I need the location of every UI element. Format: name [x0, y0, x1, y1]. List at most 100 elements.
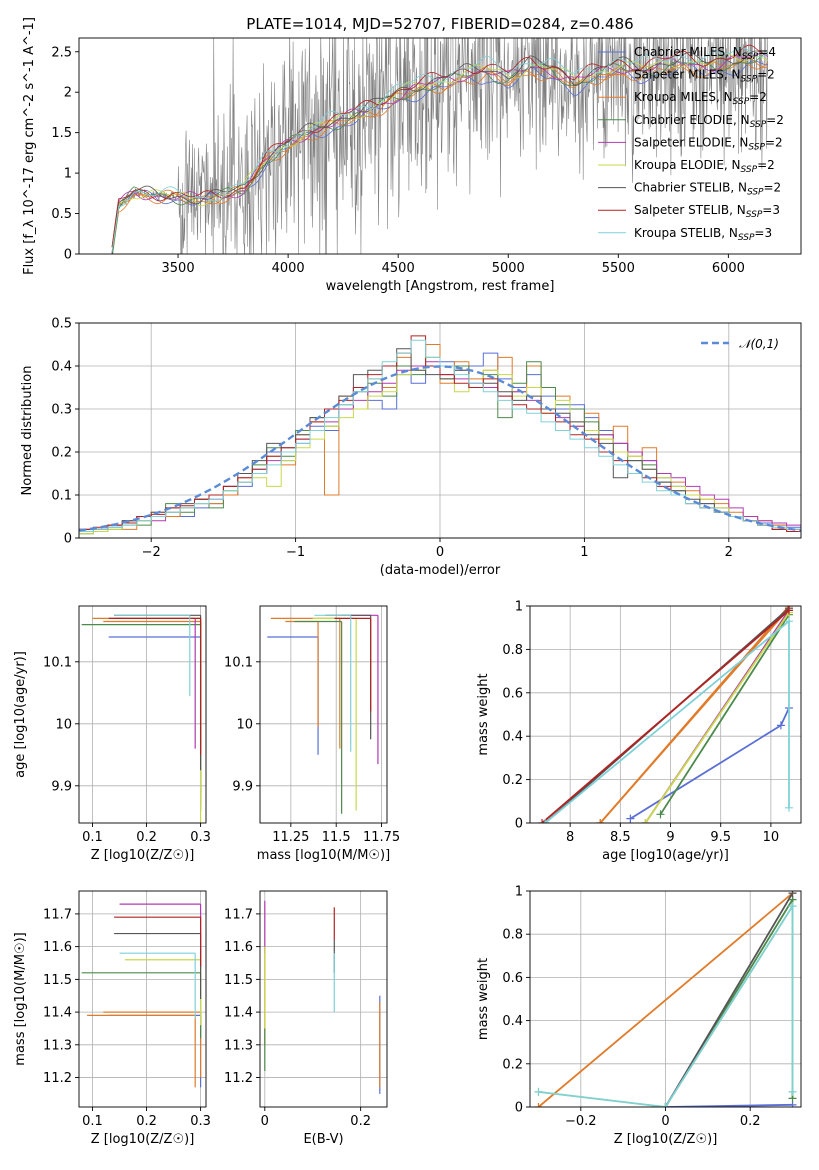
y-tick-label: 11.4: [224, 1006, 253, 1021]
x-tick-label: 11.5: [322, 830, 351, 845]
x-tick-label: 5000: [492, 261, 525, 276]
axes-frame: [259, 605, 388, 824]
y-tick-label: 10.1: [224, 655, 253, 670]
legend-entry: Kroupa STELIB, NSSP=3: [634, 226, 772, 243]
normal-curve: [79, 365, 801, 532]
model-line: [111, 61, 769, 254]
y-tick-label: 11.7: [224, 907, 253, 922]
panel-weight_vs_Z: −0.2 0 0.2 0 0.2 0.4 0.6 0.8 1 Z [log10(Z/Z☉)] mas…: [476, 885, 802, 1147]
legend-subscript: SSP: [746, 210, 763, 220]
axes: −0.2 0 0.2 0 0.2 0.4 0.6 0.8 1 Z [log10(Z/Z☉)] mas…: [476, 885, 802, 1147]
x-tick-label: 9: [666, 830, 674, 845]
weight-marker: [788, 902, 797, 911]
y-tick-label: 1: [64, 167, 72, 182]
x-tick-label: 10: [763, 830, 780, 845]
x-tick-label: −0.2: [565, 1114, 597, 1129]
model-line: [111, 57, 769, 247]
y-tick-label: 11.6: [224, 940, 253, 955]
y-tick-label: 11.7: [43, 907, 72, 922]
model-line: [111, 53, 769, 254]
y-tick-label: 0.2: [51, 446, 72, 461]
y-axis-label: mass weight: [476, 673, 491, 755]
axes: 0 0.2 11.2 11.3 11.4 11.5 11.6 11.7 E(B-V): [224, 890, 388, 1147]
weight-line: [659, 614, 790, 815]
plot-area: [81, 614, 202, 823]
x-axis-label: E(B-V): [303, 1132, 343, 1147]
plot-area: [534, 891, 797, 1107]
x-tick-label: 8: [566, 830, 574, 845]
y-tick-label: 0: [64, 248, 72, 263]
y-tick-label: 10.1: [43, 655, 72, 670]
y-tick-label: 0.1: [51, 489, 72, 504]
y-tick-label: 0: [64, 532, 72, 547]
weight-marker: [784, 617, 793, 626]
legend-entry: 𝒩(0,1): [739, 337, 779, 351]
weight-line: [541, 609, 790, 823]
axes-frame: [259, 890, 388, 1108]
y-tick-label: 11.2: [43, 1071, 72, 1086]
x-tick-label: −2: [142, 545, 161, 560]
panel-mass_vs_Z: 0.1 0.2 0.3 11.2 11.3 11.4 11.5 11.6 11.7 Z [log1…: [13, 890, 211, 1147]
legend-count: =2: [757, 68, 775, 82]
y-tick-label: 0.2: [502, 1057, 523, 1072]
plot-area: [111, 38, 769, 254]
weight-marker: [784, 606, 793, 615]
legend-count: =2: [749, 90, 767, 104]
legend-subscript: SSP: [750, 120, 767, 130]
legend-entry: Chabrier ELODIE, NSSP=2: [634, 113, 784, 130]
x-axis-label: Z [log10(Z/Z☉)]: [91, 848, 195, 863]
panel-age_vs_Z: 0.1 0.2 0.3 9.9 10 10.1 Z [log10(Z/Z☉)] age [lo…: [13, 605, 211, 863]
y-tick-label: 11.4: [43, 1006, 72, 1021]
x-tick-label: 0.3: [190, 1114, 211, 1129]
legend-entry: Chabrier MILES, NSSP=4: [634, 45, 776, 62]
axes: −2 −1 0 1 2 0 0.1 0.2 0.3 0.4 0.5 (data-model)/erro…: [20, 317, 802, 578]
axes: 11.25 11.5 11.75 9.9 10 10.1 mass [log10(M/M☉)…: [224, 605, 400, 863]
weight-line: [629, 707, 790, 820]
y-tick-label: 11.3: [224, 1038, 253, 1053]
axes-frame: [78, 605, 207, 824]
legend-entry: Salpeter ELODIE, NSSP=2: [634, 135, 783, 152]
legend-entry: Salpeter MILES, NSSP=2: [634, 68, 775, 85]
panel-spectrum: 3500 4000 4500 5000 5500 6000 0 0.5 1 1.5 2 2.5 wave…: [22, 17, 802, 294]
weight-marker: [788, 891, 797, 898]
x-tick-label: 4000: [272, 261, 305, 276]
x-tick-label: 0: [436, 545, 444, 560]
y-tick-label: 0.4: [502, 1014, 523, 1029]
legend-entry: Salpeter STELIB, NSSP=3: [634, 203, 780, 220]
x-tick-label: 0: [661, 1114, 669, 1129]
weight-marker: [661, 1103, 670, 1107]
legend-count: =2: [757, 158, 775, 172]
plot-area: [81, 903, 202, 1088]
y-tick-label: 0.6: [502, 971, 523, 986]
weight-marker: [788, 1087, 797, 1096]
y-tick-label: 0: [515, 1101, 523, 1116]
x-tick-label: −1: [286, 545, 305, 560]
axes-frame: [78, 890, 207, 1108]
y-tick-label: 2: [64, 86, 72, 101]
weight-marker: [656, 810, 665, 819]
legend-count: =4: [758, 45, 776, 59]
x-axis-label: wavelength [Angstrom, rest frame]: [326, 279, 555, 294]
x-tick-label: 9.5: [710, 830, 731, 845]
x-axis-label: Z [log10(Z/Z☉)]: [91, 1132, 195, 1147]
plot-area: [79, 335, 801, 538]
weight-line: [538, 902, 794, 1107]
axes: 8 8.5 9 9.5 10 0 0.2 0.4 0.6 0.8 1 age [log10(age/y…: [476, 600, 802, 863]
legend-entry: Chabrier STELIB, NSSP=2: [634, 181, 781, 198]
y-tick-label: 2.5: [51, 45, 72, 60]
legend-subscript: SSP: [748, 142, 765, 152]
x-axis-label: (data-model)/error: [380, 563, 501, 578]
y-axis-label: age [log10(age/yr)]: [13, 651, 28, 778]
y-tick-label: 1.5: [51, 126, 72, 141]
axes: 0.1 0.2 0.3 11.2 11.3 11.4 11.5 11.6 11.7 Z [log1…: [13, 890, 211, 1147]
legend-entry: Kroupa ELODIE, NSSP=2: [634, 158, 775, 175]
y-tick-label: 1: [515, 600, 523, 615]
x-tick-label: 2: [725, 545, 733, 560]
y-tick-label: 11.5: [43, 973, 72, 988]
y-tick-label: 11.6: [43, 940, 72, 955]
legend-subscript: SSP: [738, 233, 755, 243]
legend-subscript: SSP: [741, 165, 758, 175]
axes-frame: [78, 37, 802, 255]
weight-marker: [626, 814, 635, 823]
